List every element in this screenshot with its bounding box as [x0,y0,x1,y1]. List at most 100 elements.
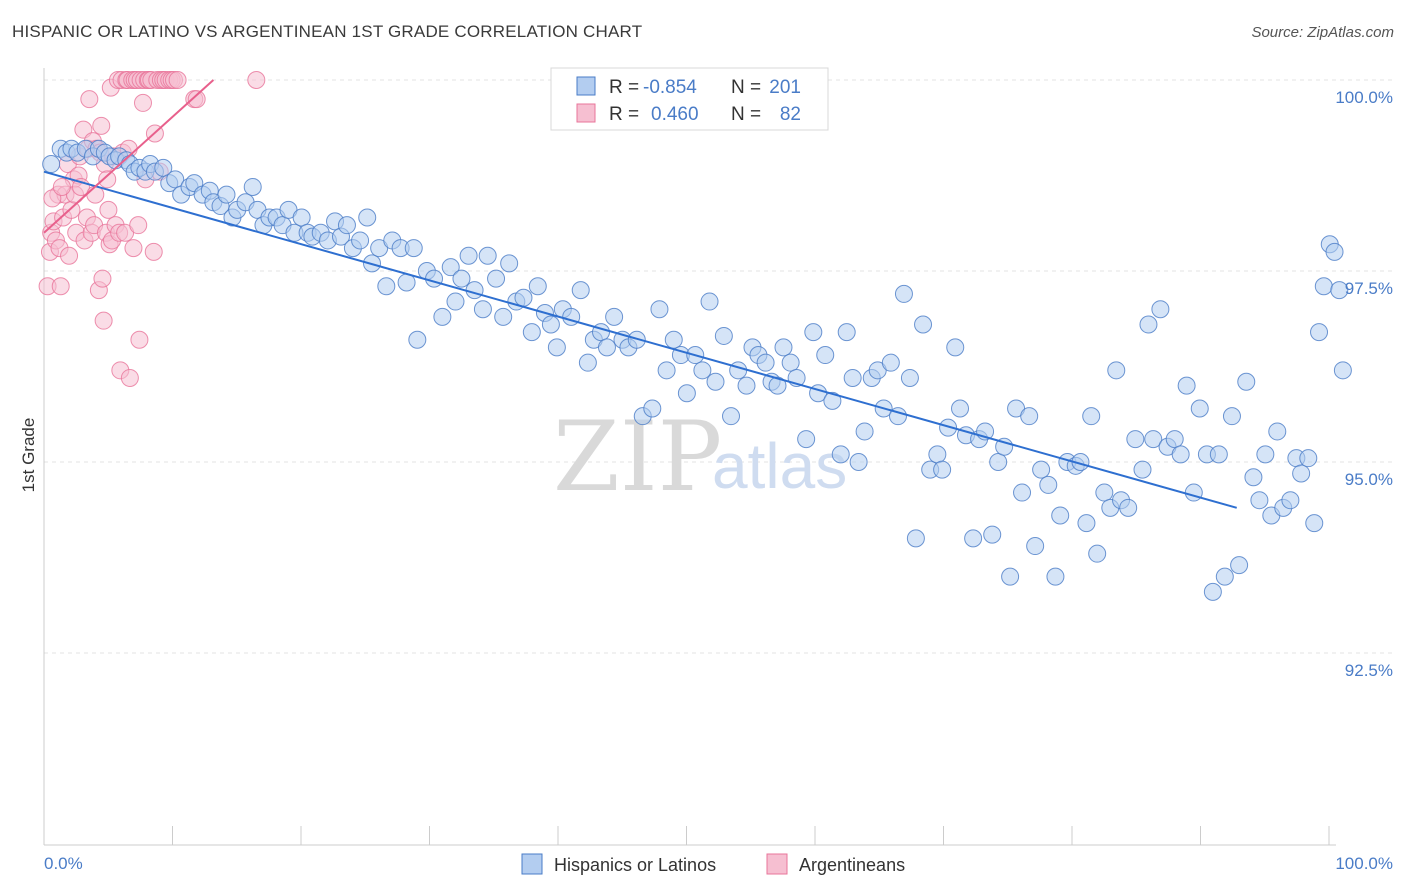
point-hispanic-or-latino [578,353,597,372]
point-hispanic-or-latino [664,330,683,349]
point-hispanic-or-latino [1177,376,1196,395]
point-argentinean [51,277,70,296]
point-hispanic-or-latino [528,277,547,296]
point-hispanic-or-latino [933,460,952,479]
x-axis-ticks [43,826,1330,845]
grid-lines [44,79,1393,654]
trend-line-hispanic-or-latino [43,170,1237,509]
point-hispanic-or-latino [1215,567,1234,586]
point-hispanic-or-latino [500,254,519,273]
point-hispanic-or-latino [1222,407,1241,426]
point-hispanic-or-latino [425,269,444,288]
y-tick-label: 92.5% [1345,661,1393,680]
point-hispanic-or-latino [816,346,835,365]
point-hispanic-or-latino [855,422,874,441]
point-hispanic-or-latino [939,418,958,437]
bottom-legend-swatch-blue [521,853,543,875]
point-hispanic-or-latino [1026,537,1045,556]
trend-line-argentinean [43,79,215,234]
watermark: ZIP atlas [553,401,847,513]
point-hispanic-or-latino [1230,556,1249,575]
legend-swatch-blue [576,76,596,96]
point-hispanic-or-latino [1095,483,1114,502]
y-axis-title: 1st Grade [19,418,38,493]
point-hispanic-or-latino [914,315,933,334]
point-hispanic-or-latino [804,323,823,342]
point-hispanic-or-latino [1184,483,1203,502]
point-hispanic-or-latino [650,300,669,319]
series-legend: Hispanics or Latinos Argentineans [521,853,905,875]
point-hispanic-or-latino [1119,498,1138,517]
point-hispanic-or-latino [1151,300,1170,319]
correlation-legend: R = -0.854 N = 201 R = 0.460 N = 82 [550,67,829,131]
point-hispanic-or-latino [154,158,173,177]
point-hispanic-or-latino [1126,430,1145,449]
point-hispanic-or-latino [1032,460,1051,479]
point-hispanic-or-latino [42,155,61,174]
point-hispanic-or-latino [1237,372,1256,391]
point-hispanic-or-latino [494,307,513,326]
point-hispanic-or-latino [1107,361,1126,380]
point-hispanic-or-latino [983,525,1002,544]
point-hispanic-or-latino [1268,422,1287,441]
point-hispanic-or-latino [1244,468,1263,487]
point-hispanic-or-latino [714,326,733,345]
legend-frame [550,67,829,131]
point-hispanic-or-latino [452,269,471,288]
x-tick-label-min: 0.0% [44,854,83,873]
bottom-legend-label-pink: Argentineans [799,855,905,875]
point-hispanic-or-latino [541,315,560,334]
point-hispanic-or-latino [729,361,748,380]
y-axis-tick-labels: 92.5% 95.0% 97.5% 100.0% [1335,88,1393,680]
point-hispanic-or-latino [1256,445,1275,464]
trend-lines [43,79,1237,509]
point-hispanic-or-latino [843,368,862,387]
point-hispanic-or-latino [1001,567,1020,586]
legend-n-value-pink: 82 [780,104,801,125]
point-argentinean [187,90,206,109]
point-hispanic-or-latino [1013,483,1032,502]
point-hispanic-or-latino [478,246,497,265]
point-hispanic-or-latino [547,338,566,357]
point-hispanic-or-latino [831,445,850,464]
point-hispanic-or-latino [1144,430,1163,449]
point-hispanic-or-latino [1051,506,1070,525]
point-argentinean [130,330,149,349]
point-hispanic-or-latino [657,361,676,380]
bottom-legend-swatch-pink [766,853,788,875]
point-hispanic-or-latino [408,330,427,349]
point-hispanic-or-latino [243,177,262,196]
point-hispanic-or-latino [1292,464,1311,483]
point-hispanic-or-latino [756,353,775,372]
point-hispanic-or-latino [292,208,311,227]
point-hispanic-or-latino [605,307,624,326]
point-hispanic-or-latino [217,185,236,204]
point-hispanic-or-latino [166,170,185,189]
point-hispanic-or-latino [358,208,377,227]
legend-n-value-blue: 201 [769,77,801,98]
point-hispanic-or-latino [1020,407,1039,426]
point-argentinean [93,269,112,288]
point-argentinean [144,242,163,261]
point-hispanic-or-latino [441,258,460,277]
point-hispanic-or-latino [946,338,965,357]
legend-n-label-pink: N = [731,104,761,125]
point-hispanic-or-latino [1310,323,1329,342]
point-hispanic-or-latino [900,368,919,387]
point-argentinean [98,170,117,189]
point-hispanic-or-latino [1165,430,1184,449]
point-argentinean [60,246,79,265]
point-hispanic-or-latino [768,376,787,395]
point-hispanic-or-latino [797,430,816,449]
point-hispanic-or-latino [1250,491,1269,510]
point-hispanic-or-latino [351,231,370,250]
point-hispanic-or-latino [377,277,396,296]
point-hispanic-or-latino [1133,460,1152,479]
point-hispanic-or-latino [473,300,492,319]
point-hispanic-or-latino [894,284,913,303]
point-hispanic-or-latino [1077,514,1096,533]
point-hispanic-or-latino [1190,399,1209,418]
point-argentinean [129,216,148,235]
point-hispanic-or-latino [1333,361,1352,380]
point-hispanic-or-latino [906,529,925,548]
